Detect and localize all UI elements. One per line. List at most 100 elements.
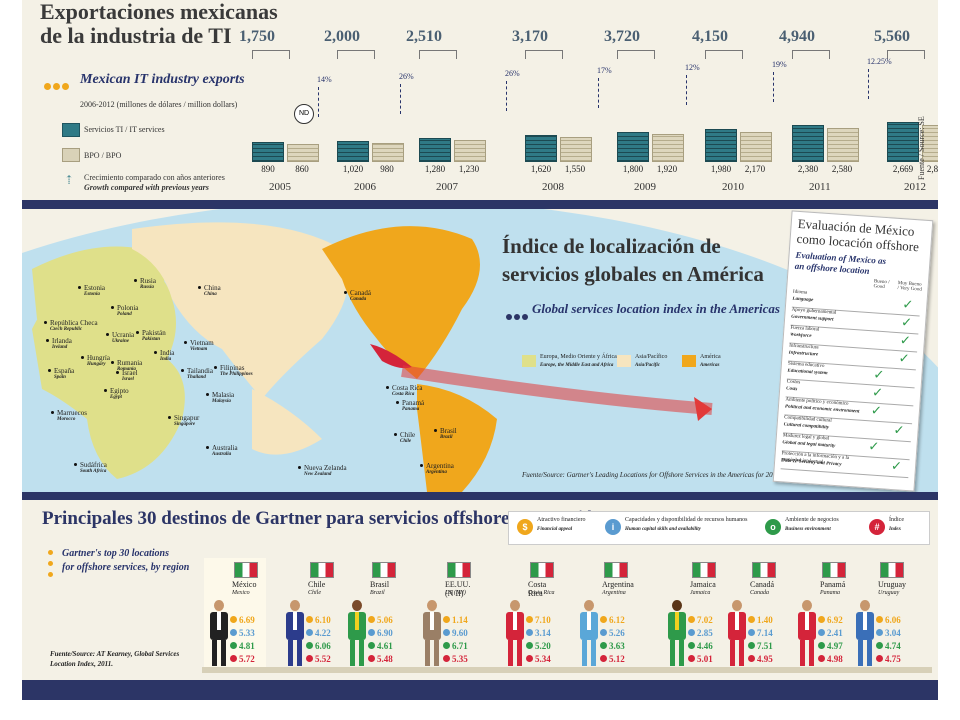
year-bracket <box>419 50 457 59</box>
score-dot-icon <box>688 616 695 623</box>
year-label: 2005 <box>269 181 291 193</box>
flag-icon <box>880 562 904 578</box>
city-dot <box>181 369 184 372</box>
region-swatch <box>617 355 631 367</box>
country-name: Brasil <box>370 580 390 589</box>
bpo-bar <box>740 131 772 162</box>
city-dot <box>116 371 119 374</box>
legend-label-en: Human capital skills and availability <box>625 527 701 532</box>
score-dot-icon <box>526 642 533 649</box>
map-label: Tailandia Thailand <box>181 367 213 381</box>
score-dot-icon <box>818 655 825 662</box>
map-label: Hungría Hungary <box>81 354 110 368</box>
ti-bar <box>337 140 369 162</box>
city-dot <box>214 366 217 369</box>
score-dot-icon <box>876 616 883 623</box>
top30-source-line1: Fuente/Source: AT Kearney, Global Servic… <box>50 650 180 658</box>
head <box>584 600 594 611</box>
ti-value: 1,800 <box>622 164 644 174</box>
score-value: 4.98 <box>827 654 843 664</box>
country-name: Uruguay <box>878 580 906 589</box>
ti-value: 1,980 <box>710 164 732 174</box>
check-icon: ✓ <box>899 333 912 349</box>
leg-right <box>867 640 872 666</box>
head <box>427 600 437 611</box>
leg-left <box>730 640 735 666</box>
check-icon: ✓ <box>872 367 885 384</box>
country-figure: Panamá Panama 6.92 2.41 4.97 4.98 <box>792 558 854 668</box>
score-value: 4.61 <box>377 641 393 651</box>
growth-legend-en: Growth compared with previous years <box>84 183 209 192</box>
city-dot <box>78 286 81 289</box>
bpo-bar <box>454 140 486 162</box>
score-row: 7.14 <box>748 623 773 641</box>
ti-value: 890 <box>261 164 275 174</box>
city-dot <box>344 291 347 294</box>
leg-right <box>591 640 596 666</box>
head <box>290 600 300 611</box>
score-dot-icon <box>368 642 375 649</box>
score-dot-icon <box>818 629 825 636</box>
score-value: 3.04 <box>885 628 901 638</box>
score-dot-icon <box>876 629 883 636</box>
head <box>510 600 520 611</box>
year-total: 2,510 <box>406 28 442 45</box>
legend-label-en: Financial appeal <box>537 527 573 532</box>
country-name-en: Canada <box>750 590 770 596</box>
score-row: 6.06 <box>306 636 331 654</box>
country-name-en: Brazil <box>370 590 385 596</box>
leg-left <box>670 640 675 666</box>
growth-value: 26% <box>399 72 414 81</box>
exports-title-line1: Exportaciones mexicanas <box>40 0 278 24</box>
legend-label: Atractivo financiero <box>537 517 586 523</box>
score-row: 6.92 <box>818 610 843 628</box>
score-value: 4.74 <box>885 641 901 651</box>
year-bracket <box>792 50 830 59</box>
ti-value: 1,280 <box>424 164 446 174</box>
legend-symbol-icon: o <box>765 519 781 535</box>
country-name: México <box>232 580 257 589</box>
top30-section: Principales 30 destinos de Gartner para … <box>22 500 938 680</box>
score-row: 4.75 <box>876 649 901 667</box>
map-label: Rusia Russia <box>134 277 156 291</box>
map-label: China China <box>198 284 221 298</box>
legend-symbol-icon: $ <box>517 519 533 535</box>
top30-source-line2: Location Index, 2011. <box>50 660 114 668</box>
growth-value: 17% <box>597 66 612 75</box>
score-value: 6.10 <box>315 615 331 625</box>
flag-icon <box>234 562 258 578</box>
map-label: Estonia Estonia <box>78 284 105 298</box>
map-label: República Checa Czech Republic <box>44 319 98 333</box>
ti-bar <box>525 134 557 162</box>
region-swatch <box>682 355 696 367</box>
bpo-legend-swatch <box>62 148 80 162</box>
shirt <box>863 612 867 630</box>
leg-right <box>517 640 522 666</box>
bpo-bar <box>372 142 404 162</box>
legend-label: Índice <box>889 517 904 523</box>
country-name: Panamá <box>820 580 846 589</box>
city-dot <box>386 386 389 389</box>
ti-bar <box>252 142 284 162</box>
score-value: 4.81 <box>239 641 255 651</box>
leg-right <box>359 640 364 666</box>
city-dot <box>134 279 137 282</box>
leg-right <box>809 640 814 666</box>
country-name-en: Costa Rica <box>528 590 555 596</box>
score-row: 6.69 <box>230 610 255 628</box>
year-bracket <box>252 50 290 59</box>
map-label: Pakistán Pakistan <box>136 329 166 343</box>
score-value: 3.14 <box>535 628 551 638</box>
year-bracket <box>337 50 375 59</box>
map-label: España Spain <box>48 367 74 381</box>
score-value: 4.97 <box>827 641 843 651</box>
bpo-value: 1,230 <box>458 164 480 174</box>
exports-title-line2: de la industria de TI <box>40 23 232 48</box>
growth-value: 12% <box>685 63 700 72</box>
map-label: Polonia Poland <box>111 304 138 318</box>
col-very-good-header: Muy Bueno / Very Good <box>897 280 922 293</box>
flag-icon <box>822 562 846 578</box>
head <box>214 600 224 611</box>
map-label: Ucrania Ukraine <box>106 331 134 345</box>
flag-icon <box>310 562 334 578</box>
